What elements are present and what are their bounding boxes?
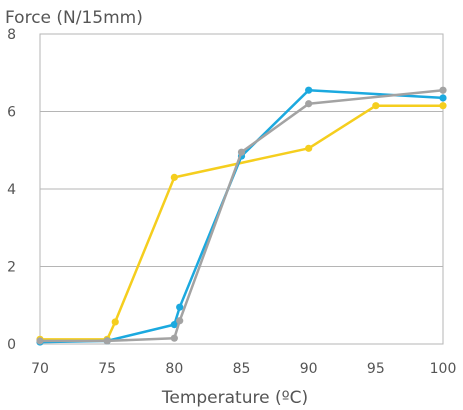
x-tick-label-85: 85 — [233, 361, 251, 377]
x-tick-label-90: 90 — [300, 361, 318, 377]
series-3-line — [38, 88, 445, 343]
series-3-point-1 — [36, 337, 44, 345]
y-tick-label-0: 0 — [7, 337, 16, 353]
series-2 — [36, 86, 447, 346]
plot-border — [39, 33, 444, 345]
series-1-line — [38, 104, 445, 341]
y-axis-label: Force (N/15mm) — [5, 8, 143, 28]
x-tick-label-70: 70 — [31, 361, 49, 377]
y-tick-label-8: 8 — [7, 27, 16, 43]
x-axis-ticks: 70 75 80 85 90 95 100 — [31, 361, 456, 377]
x-tick-label-80: 80 — [165, 361, 183, 377]
y-axis-ticks: 0 2 4 6 8 — [7, 27, 16, 353]
series-1 — [36, 102, 447, 343]
series-1-point-6 — [372, 102, 380, 110]
series-1-point-7 — [439, 102, 447, 110]
series-2-point-3 — [170, 321, 178, 329]
y-tick-label-4: 4 — [7, 182, 16, 198]
y-tick-label-6: 6 — [7, 105, 16, 121]
y-tick-label-2: 2 — [7, 260, 16, 276]
series-3-point-7 — [439, 86, 447, 94]
series-3-point-6 — [305, 100, 313, 108]
series-1-point-3 — [111, 318, 119, 326]
series-3-point-3 — [170, 334, 178, 342]
series-2-line — [38, 88, 445, 344]
series-2-point-7 — [439, 94, 447, 102]
x-tick-label-75: 75 — [98, 361, 116, 377]
series-2-point-6 — [305, 86, 313, 94]
series-3-point-4 — [176, 317, 184, 325]
x-axis-label: Temperature (ºC) — [161, 388, 308, 408]
series-3-point-2 — [103, 337, 111, 345]
series-1-point-4 — [170, 173, 178, 181]
series-1-point-5 — [305, 144, 313, 152]
x-tick-label-100: 100 — [430, 361, 457, 377]
x-tick-label-95: 95 — [367, 361, 385, 377]
series-2-point-4 — [176, 303, 184, 311]
series-3 — [36, 86, 447, 345]
series-layer — [36, 86, 447, 346]
series-3-point-5 — [237, 148, 246, 156]
grid-lines — [39, 33, 444, 345]
